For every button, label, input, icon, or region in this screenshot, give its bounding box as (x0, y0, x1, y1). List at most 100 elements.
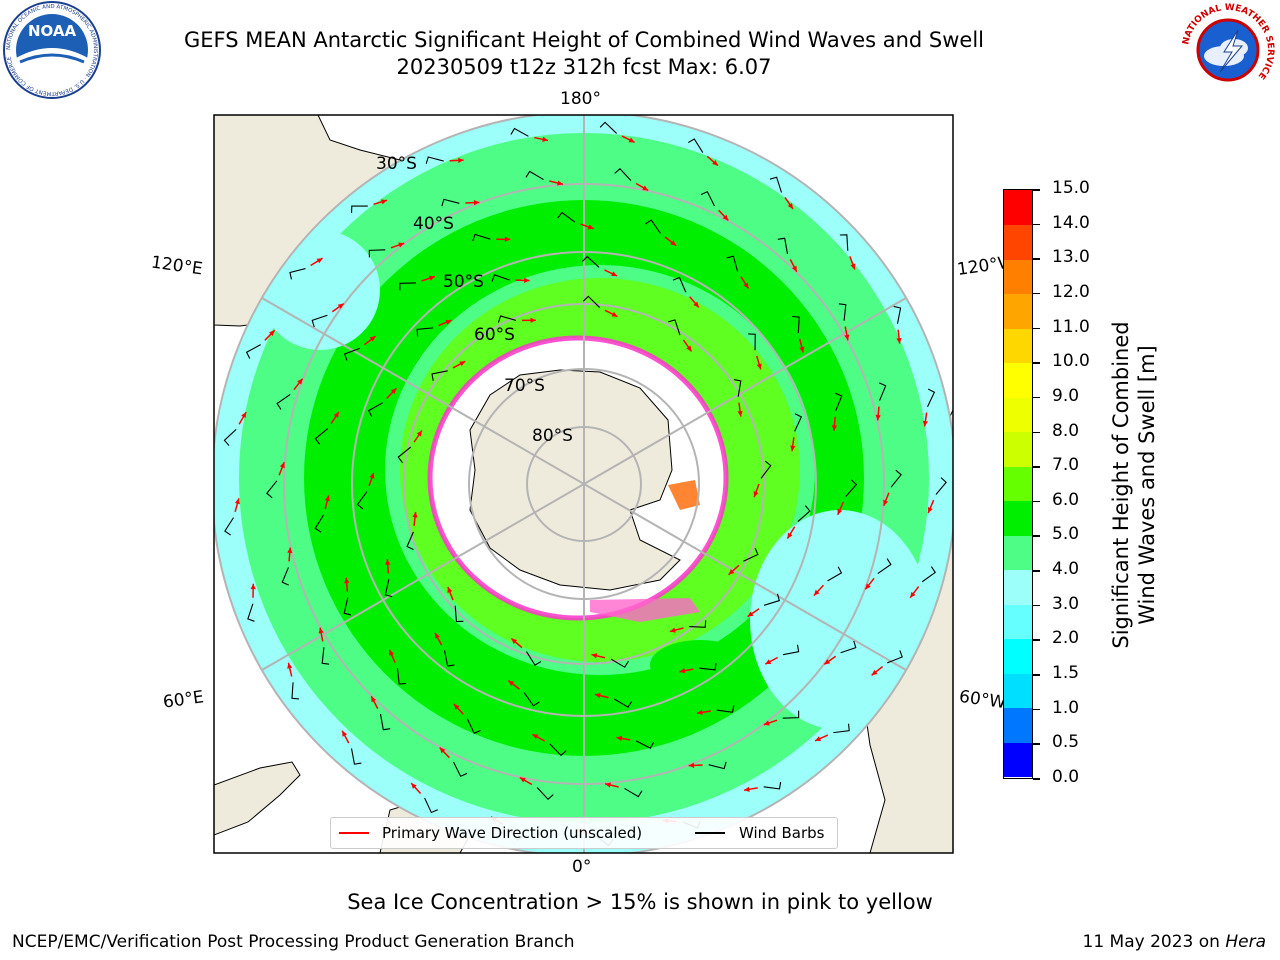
colorbar-tick-label: 4.0 (1052, 559, 1080, 580)
wind-barb (668, 319, 681, 336)
wind-barb (431, 370, 448, 381)
wind-barb (523, 692, 540, 707)
colorbar-segment (1004, 707, 1032, 743)
colorbar-segment (1004, 604, 1032, 640)
colorbar-tick (1033, 743, 1040, 745)
wind-barb (321, 647, 330, 665)
wave-arrowhead (508, 680, 515, 686)
wind-barb (792, 315, 800, 334)
noaa-logo: NOAA NATIONAL OCEANIC AND ATMOSPHERIC AD… (3, 1, 101, 99)
wave-arrowhead (611, 271, 618, 277)
wave-arrowhead (628, 137, 635, 143)
wind-barb (838, 303, 847, 321)
wave-arrowhead (799, 346, 805, 353)
wind-barb (384, 579, 393, 598)
colorbar-segment (1004, 328, 1032, 364)
wave-arrowhead (831, 425, 838, 431)
wave-arrowhead (670, 240, 677, 246)
colorbar-tick (1033, 604, 1040, 607)
wave-arrowhead (791, 265, 797, 272)
wave-arrowhead (241, 412, 247, 419)
wind-barb (497, 315, 517, 323)
wind-barb (733, 379, 742, 397)
colorbar-label-line2: Wind Waves and Swell [m] (1135, 345, 1159, 625)
wind-barb (893, 305, 902, 324)
wave-arrowhead (747, 611, 754, 617)
wind-barb (406, 531, 414, 550)
wave-arrowhead (557, 180, 563, 186)
wave-arrowhead (412, 511, 418, 518)
wave-arrowhead (344, 577, 350, 584)
wave-arrowhead (250, 583, 256, 590)
colorbar-tick (1033, 535, 1040, 537)
wind-barb (763, 593, 781, 606)
wave-arrowhead (268, 330, 275, 336)
wind-barb (921, 566, 937, 583)
map-legend: Primary Wave Direction (unscaled) Wind B… (330, 817, 838, 849)
noaa-logo-text: NOAA (28, 22, 77, 40)
colorbar-tick-label: 1.5 (1052, 663, 1080, 684)
wind-barb (835, 392, 843, 412)
wave-arrowhead (287, 662, 293, 669)
wind-barb (526, 651, 542, 666)
footer-host: Hera (1225, 932, 1266, 952)
wind-barb (689, 620, 707, 628)
wave-arrowhead (787, 202, 793, 209)
wave-arrowhead (324, 495, 330, 502)
colorbar-tick-label: 10.0 (1052, 351, 1090, 372)
wave-arrowhead (642, 185, 649, 191)
colorbar-segment (1004, 362, 1032, 398)
wind-barb (396, 668, 407, 685)
wind-barb (368, 249, 386, 258)
lat-label-60s: 60°S (474, 325, 515, 345)
legend-wave-line (339, 832, 369, 834)
colorbar-tick (1033, 639, 1040, 641)
wind-barb (343, 597, 352, 616)
wave-arrowhead (686, 345, 692, 352)
wind-barb (927, 388, 936, 407)
wave-arrowhead (679, 668, 686, 674)
wave-arrowhead (411, 783, 417, 789)
wind-barb (879, 382, 887, 401)
wind-barb (726, 255, 739, 272)
wind-barb (743, 547, 759, 562)
wave-arrowhead (519, 777, 526, 783)
wave-arrowhead (743, 786, 750, 792)
wind-barb (760, 460, 772, 479)
wind-barb (672, 276, 687, 293)
wave-arrowhead (669, 627, 676, 633)
colorbar-tick (1033, 708, 1040, 711)
wind-barb (700, 190, 715, 207)
wind-barb (416, 327, 434, 337)
wave-arrowhead (594, 693, 601, 699)
wind-barb (645, 219, 661, 234)
wave-arrowhead (875, 414, 881, 421)
chart-subtitle: 20230509 t12z 312h fcst Max: 6.07 (396, 55, 772, 79)
colorbar-segment (1004, 224, 1032, 260)
lat-label-50s: 50°S (443, 272, 484, 292)
colorbar-tick (1033, 396, 1040, 399)
wave-arrowhead (390, 388, 397, 394)
wave-arrowhead (447, 587, 453, 594)
wave-arrowhead (591, 653, 598, 659)
wind-barb (845, 479, 858, 497)
wave-arrowhead (737, 410, 743, 417)
wind-barbs (223, 121, 947, 847)
wave-arrowhead (896, 337, 902, 344)
wind-barb (266, 480, 278, 499)
wind-barb (614, 168, 632, 181)
wave-arrowhead (587, 224, 594, 230)
colorbar-tick (1033, 570, 1040, 572)
colorbar-segment (1004, 431, 1032, 467)
wave-arrowhead (434, 632, 440, 639)
lat-label-30s: 30°S (376, 154, 417, 174)
wind-barb (247, 603, 255, 622)
colorbar-segment (1004, 500, 1032, 536)
wind-barb (782, 644, 800, 656)
colorbar-tick (1033, 466, 1040, 468)
wind-barb (311, 314, 328, 328)
lat-label-70s: 70°S (504, 376, 545, 396)
colorbar-segment (1004, 293, 1032, 329)
wave-arrowhead (927, 507, 933, 514)
wave-direction-arrows (234, 135, 935, 835)
